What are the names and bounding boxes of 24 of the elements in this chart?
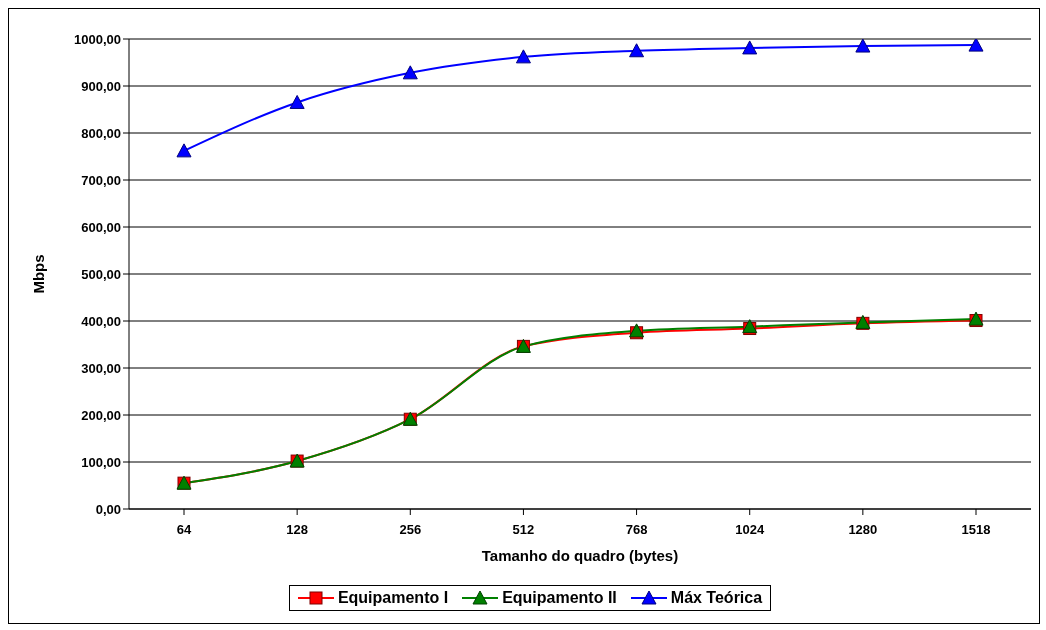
legend-label: Equipamento II <box>501 589 617 607</box>
y-tick-label: 900,00 <box>81 78 121 94</box>
x-tick-label: 256 <box>399 522 422 538</box>
x-tick-label: 64 <box>176 522 192 538</box>
y-tick-label: 200,00 <box>81 407 121 423</box>
x-tick-label: 768 <box>625 522 648 538</box>
legend-label: Equipamento I <box>336 589 449 607</box>
y-tick-label: 400,00 <box>81 313 121 329</box>
x-tick-label: 1280 <box>848 522 878 538</box>
y-tick-label: 1000,00 <box>74 31 121 47</box>
x-tick-label: 1024 <box>735 522 765 538</box>
y-tick-label: 100,00 <box>81 454 121 470</box>
y-tick-label: 600,00 <box>81 219 121 235</box>
y-tick-label: 0,00 <box>95 501 121 517</box>
x-tick-label: 128 <box>286 522 308 538</box>
x-tick-label: 1518 <box>961 522 991 538</box>
y-tick-label: 300,00 <box>81 360 121 376</box>
y-tick-label: 700,00 <box>81 172 121 188</box>
x-tick-label: 512 <box>512 522 535 538</box>
y-tick-label: 800,00 <box>81 125 121 141</box>
x-axis-title: Tamanho do quadro (bytes) <box>481 547 679 564</box>
legend-label: Máx Teórica <box>669 589 763 607</box>
y-axis-title: Mbps <box>30 254 48 294</box>
y-tick-label: 500,00 <box>81 266 121 282</box>
